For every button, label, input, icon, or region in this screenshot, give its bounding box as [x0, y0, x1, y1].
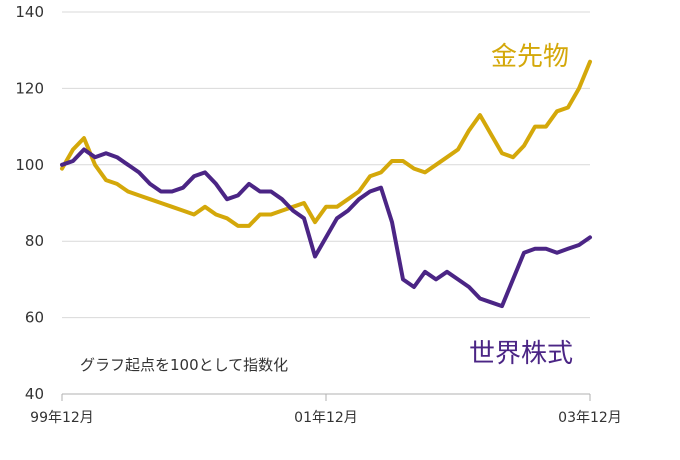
x-tick-label: 01年12月 [294, 410, 358, 426]
series-label-world-stocks: 世界株式 [469, 339, 573, 369]
y-tick-label: 140 [15, 3, 44, 21]
series-line-world-stocks [60, 147, 592, 309]
chart-annotation: グラフ起点を100として指数化 [80, 356, 288, 374]
x-tick-label: 03年12月 [558, 410, 622, 426]
series-label-gold: 金先物 [491, 42, 569, 72]
y-tick-label: 100 [15, 156, 44, 174]
y-tick-label: 120 [15, 79, 44, 97]
y-tick-label: 40 [25, 385, 44, 403]
x-tick-label: 99年12月 [30, 410, 94, 426]
series-line-gold [60, 59, 592, 228]
y-tick-label: 80 [25, 232, 44, 250]
y-tick-label: 60 [25, 309, 44, 327]
y-axis: 40 60 80 100 120 140 [15, 3, 44, 403]
series-lines [60, 59, 592, 309]
x-axis: 99年12月 01年12月 03年12月 [30, 394, 622, 426]
